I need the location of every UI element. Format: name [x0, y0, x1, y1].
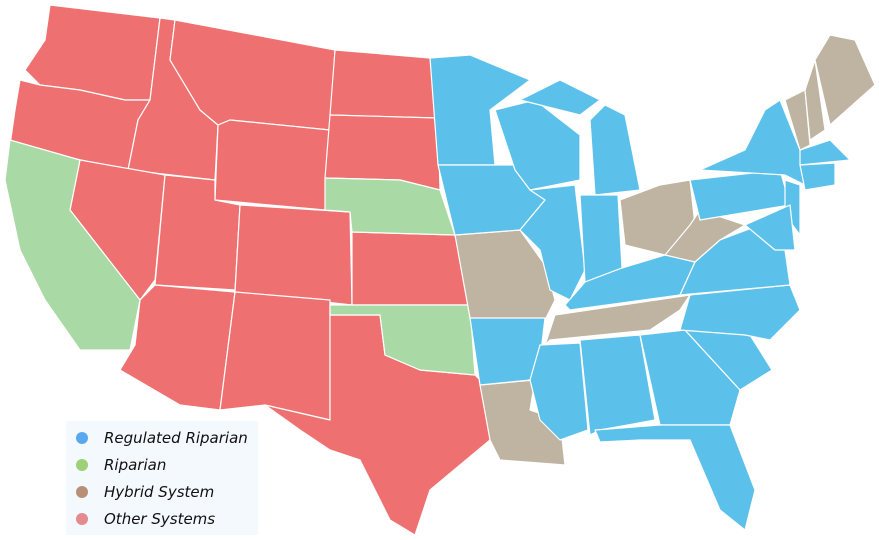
- state-ne: [324, 177, 456, 236]
- state-nj: [784, 179, 801, 236]
- legend-item-other-systems: Other Systems: [76, 507, 215, 531]
- legend-item-hybrid-system: Hybrid System: [76, 480, 214, 504]
- state-ma: [799, 139, 851, 166]
- state-nh: [804, 59, 826, 141]
- legend-dot-icon: [76, 432, 88, 444]
- state-wy: [214, 119, 331, 211]
- state-ca: [4, 139, 141, 351]
- state-ky: [564, 254, 696, 311]
- legend-label: Riparian: [104, 456, 167, 474]
- legend-dot-icon: [76, 513, 88, 525]
- state-mi-upper: [519, 79, 601, 116]
- state-al: [579, 334, 656, 436]
- legend-dot-icon: [76, 459, 88, 471]
- legend-item-regulated-riparian: Regulated Riparian: [76, 426, 248, 450]
- state-co: [234, 204, 353, 306]
- state-md: [744, 204, 796, 251]
- state-ct: [799, 162, 836, 191]
- state-me: [814, 34, 876, 126]
- state-ny: [699, 99, 806, 186]
- legend: Regulated Riparian Riparian Hybrid Syste…: [66, 421, 258, 535]
- legend-item-riparian: Riparian: [76, 453, 166, 477]
- state-nd: [329, 49, 439, 119]
- state-in: [579, 194, 623, 283]
- state-vt: [784, 89, 811, 151]
- legend-dot-icon: [76, 486, 88, 498]
- legend-label: Regulated Riparian: [104, 429, 248, 447]
- state-fl: [594, 424, 756, 531]
- state-ga: [639, 329, 741, 426]
- legend-label: Other Systems: [104, 510, 216, 528]
- state-mi: [589, 104, 641, 196]
- state-nm: [219, 291, 331, 421]
- state-tn: [544, 294, 691, 346]
- legend-label: Hybrid System: [104, 483, 215, 501]
- state-ks: [351, 231, 471, 306]
- state-il: [519, 184, 586, 301]
